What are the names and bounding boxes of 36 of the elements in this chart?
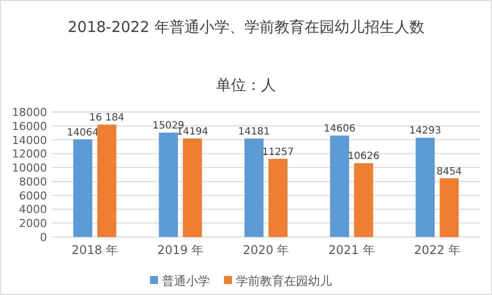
x-tick-label: 2021 年 — [328, 243, 375, 257]
bar — [416, 138, 435, 237]
legend-label: 学前教育在园幼儿 — [236, 274, 332, 288]
bar — [354, 163, 374, 237]
y-tick-label: 12000 — [12, 148, 47, 161]
y-tick-label: 10000 — [12, 162, 47, 175]
y-tick-label: 6000 — [19, 189, 47, 202]
bar — [268, 158, 288, 237]
bar — [330, 136, 350, 237]
x-tick-label: 2018 年 — [72, 243, 118, 257]
bar — [244, 138, 264, 237]
x-tick-label: 2019 年 — [157, 243, 204, 257]
bar — [440, 178, 459, 237]
y-tick-label: 18000 — [12, 106, 47, 119]
y-tick-label: 0 — [40, 231, 47, 244]
data-label: 14606 — [324, 124, 356, 135]
y-tick-label: 8000 — [19, 175, 47, 188]
bar — [158, 132, 178, 237]
bar — [73, 139, 92, 237]
x-tick-label: 2020 年 — [242, 243, 290, 257]
bar — [97, 124, 116, 237]
data-label: 14181 — [238, 126, 270, 138]
data-label: 14293 — [409, 126, 442, 137]
y-tick-label: 16000 — [12, 120, 47, 133]
y-tick-label: 2000 — [19, 217, 47, 230]
y-tick-label: 4000 — [19, 203, 47, 216]
data-label: 8454 — [436, 166, 462, 178]
legend-label: 普通小学 — [162, 274, 210, 288]
data-label: 14064 — [66, 127, 99, 138]
chart-subtitle: 单位：人 — [216, 76, 276, 94]
bar — [182, 138, 202, 237]
x-tick-label: 2022 年 — [414, 243, 460, 257]
y-tick-label: 14000 — [12, 134, 47, 147]
data-label: 14194 — [176, 126, 208, 138]
chart-title: 2018-2022 年普通小学、学前教育在园幼儿招生人数 — [68, 18, 424, 36]
data-label: 16 184 — [89, 112, 124, 124]
